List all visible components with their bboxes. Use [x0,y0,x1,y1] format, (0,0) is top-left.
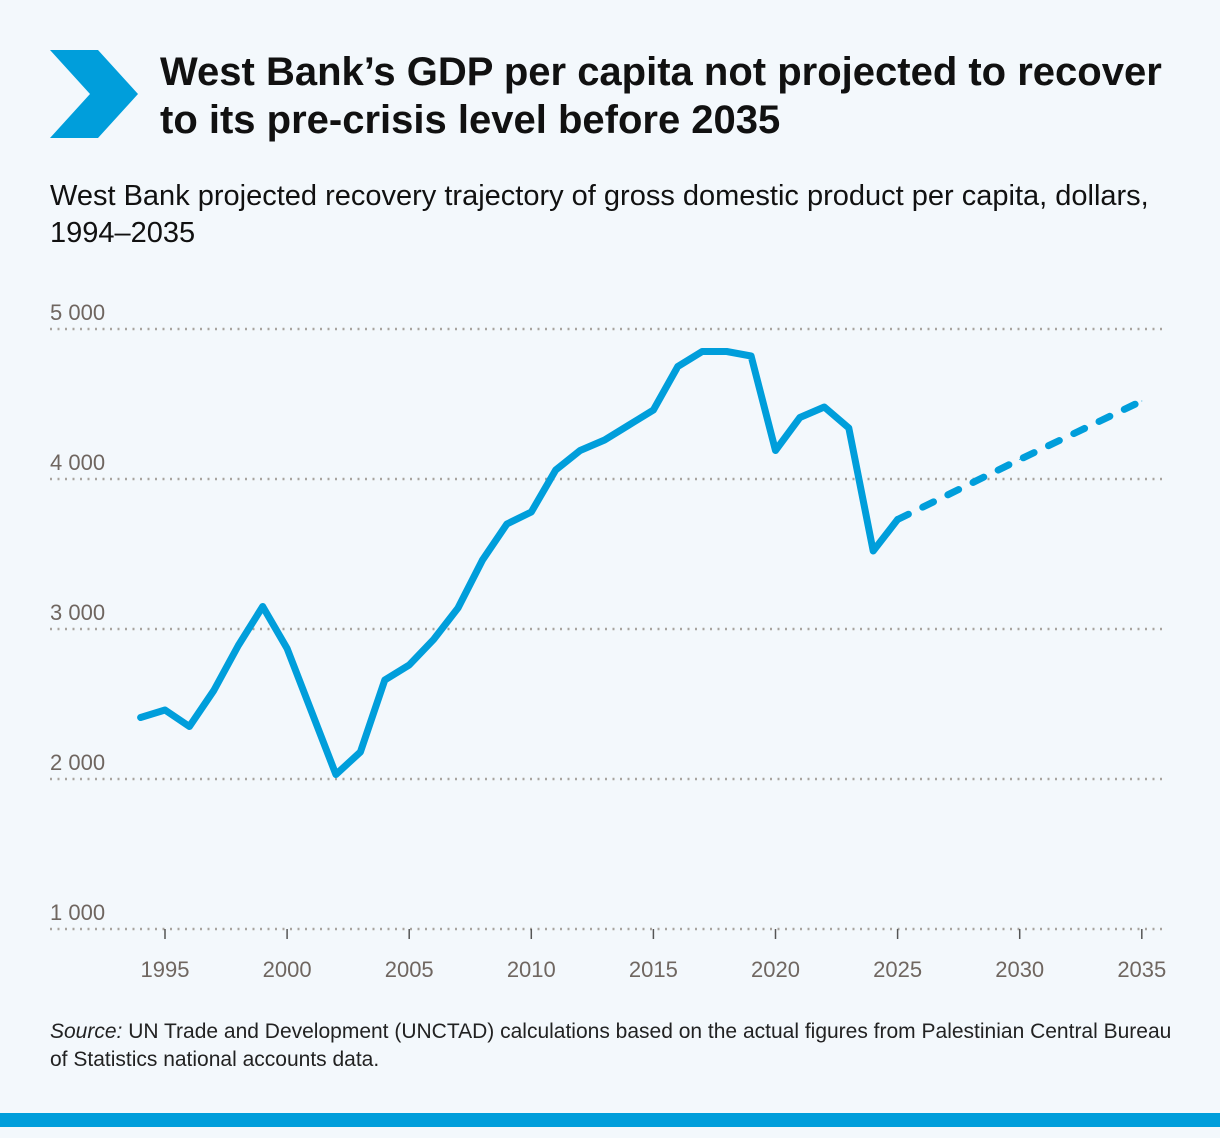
line-chart: 1 000 2 000 3 000 4 000 5 000 1995 2000 2005 201… [50,300,1166,982]
y-tick-label: 3 000 [50,600,105,625]
data-point [335,774,337,775]
x-tick-label: 2010 [507,957,556,982]
projection-line [894,397,1146,523]
x-tick-label: 2005 [385,957,434,982]
chart-subtitle: West Bank projected recovery trajectory … [50,180,1149,249]
source-label: Source: [50,1020,123,1043]
actual-line [137,348,902,778]
data-point [237,645,239,646]
data-point [848,427,850,429]
data-point [481,559,483,561]
y-tick-label: 1 000 [50,900,105,925]
data-point [726,351,728,352]
data-point [140,717,142,718]
data-point [408,664,410,666]
data-point [457,607,459,609]
chevron-right-icon [50,50,138,138]
footer-bar [0,1113,1220,1127]
y-tick-label: 2 000 [50,750,105,775]
x-tick-label: 1995 [141,957,190,982]
x-tick-label: 2000 [263,957,312,982]
data-point [555,469,557,471]
x-tick-label: 2015 [629,957,678,982]
x-tick-label: 2035 [1117,957,1166,982]
x-tick-label: 2030 [995,957,1044,982]
data-point [433,639,435,640]
data-point [311,711,313,712]
data-point [286,648,288,649]
data-point [506,523,508,525]
source-text: UN Trade and Development (UNCTAD) calcul… [50,1020,1172,1071]
data-point [262,606,264,607]
data-point [213,690,215,691]
x-tick-label: 2025 [873,957,922,982]
data-point [384,679,386,681]
data-point [1019,459,1021,460]
data-point [628,424,630,426]
data-point [530,511,532,513]
data-point [164,709,166,711]
source-note: Source: UN Trade and Development (UNCTAD… [50,1018,1180,1074]
data-point [579,450,581,451]
data-point [750,355,752,357]
data-point [188,726,190,727]
chart-title: West Bank’s GDP per capita not projected… [160,50,1162,142]
data-point [823,406,825,408]
data-point [359,751,361,753]
data-point [1141,400,1143,402]
y-tick-label: 5 000 [50,300,105,325]
data-point [677,366,679,367]
x-tick-label: 2020 [751,957,800,982]
data-point [897,519,899,520]
data-point [872,550,874,552]
data-point [701,351,703,352]
data-point [604,439,606,441]
data-point [652,409,654,411]
data-point [775,450,776,451]
y-tick-label: 4 000 [50,450,105,475]
data-point [799,417,801,418]
